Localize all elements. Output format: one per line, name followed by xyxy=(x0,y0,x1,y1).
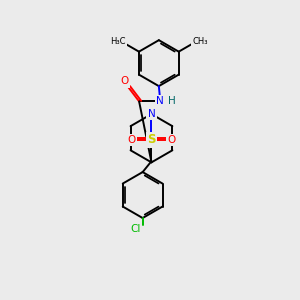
Text: O: O xyxy=(128,135,136,145)
Text: H₃C: H₃C xyxy=(110,37,125,46)
Text: CH₃: CH₃ xyxy=(192,37,208,46)
Text: Cl: Cl xyxy=(130,224,140,234)
Text: H: H xyxy=(168,96,176,106)
Text: N: N xyxy=(156,96,164,106)
Text: N: N xyxy=(148,109,155,119)
Text: O: O xyxy=(167,135,175,145)
Text: S: S xyxy=(147,134,156,146)
Text: O: O xyxy=(120,76,128,86)
